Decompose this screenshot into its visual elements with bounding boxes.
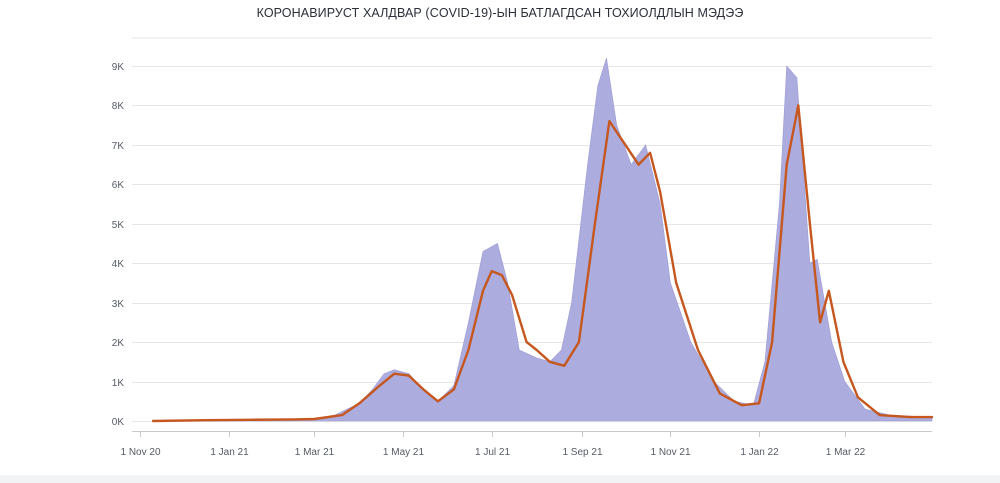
y-tick-label: 6K <box>112 180 125 191</box>
x-tick-label: 1 Mar 21 <box>295 447 335 458</box>
x-tick-label: 1 Nov 20 <box>120 447 160 458</box>
x-tick-label: 1 Jan 21 <box>210 447 249 458</box>
x-axis-ticks: 1 Nov 20 1 Jan 21 1 Mar 21 1 May 21 1 Jul 21… <box>120 431 866 458</box>
y-tick-label: 8K <box>112 101 125 112</box>
y-tick-label: 3K <box>112 299 125 310</box>
y-tick-label: 4K <box>112 259 125 270</box>
x-tick-label: 1 Mar 22 <box>826 447 866 458</box>
average-line <box>151 104 934 423</box>
y-tick-label: 7K <box>112 141 125 152</box>
x-tick-label: 1 May 21 <box>383 447 425 458</box>
x-tick-label: 1 Jan 22 <box>740 447 779 458</box>
y-tick-label: 1K <box>112 378 125 389</box>
daily-cases-area <box>153 58 933 422</box>
x-tick-label: 1 Sep 21 <box>562 447 602 458</box>
y-tick-label: 5K <box>112 220 125 231</box>
x-tick-label: 1 Jul 21 <box>475 447 510 458</box>
y-tick-label: 0K <box>112 417 125 428</box>
y-axis-ticks: 0K 1K 2K 3K 4K 5K 6K 7K 8K 9K <box>112 62 125 428</box>
y-tick-label: 2K <box>112 338 125 349</box>
y-tick-label: 9K <box>112 62 125 73</box>
x-tick-label: 1 Nov 21 <box>650 447 690 458</box>
bottom-band <box>0 475 1000 483</box>
chart-title: КОРОНАВИРУСТ ХАЛДВАР (COVID-19)-ЫН БАТЛА… <box>256 6 744 20</box>
series-layer <box>151 58 934 423</box>
